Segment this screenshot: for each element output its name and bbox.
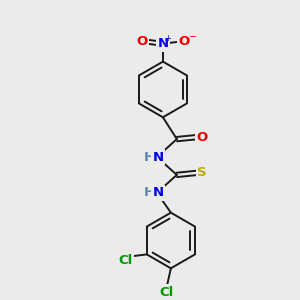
Text: Cl: Cl [160,286,174,299]
Text: Cl: Cl [119,254,133,267]
Text: N: N [158,37,169,50]
Text: O: O [196,130,207,144]
Text: O: O [136,35,148,48]
Text: N: N [152,151,164,164]
Text: H: H [143,186,155,199]
Text: S: S [197,167,206,179]
Text: +: + [164,34,171,43]
Text: O: O [178,35,189,48]
Text: H: H [143,151,155,164]
Text: −: − [189,32,197,42]
Text: N: N [152,186,164,199]
